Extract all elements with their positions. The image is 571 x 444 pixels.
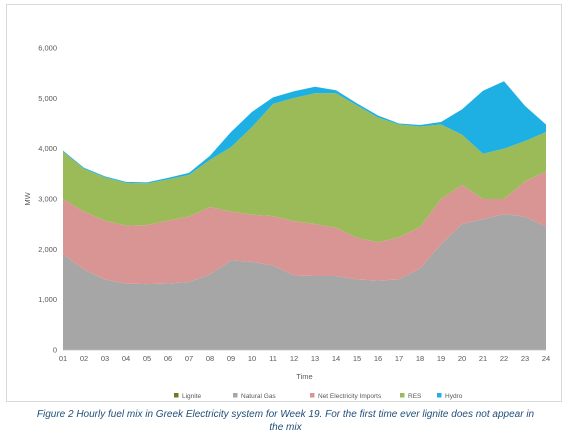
y-tick-label: 6,000 — [38, 44, 57, 53]
legend-label: Natural Gas — [241, 393, 276, 400]
x-axis-ticks: 01 02 03 04 05 06 07 08 09 10 11 12 13 14 15 16 17 18 19 20… — [59, 354, 550, 363]
figure-caption: Figure 2 Hourly fuel mix in Greek Electr… — [12, 409, 559, 434]
x-tick-label: 14 — [332, 354, 340, 363]
x-tick-label: 08 — [206, 354, 214, 363]
x-tick-label: 20 — [458, 354, 466, 363]
area-net-electricity-imports — [63, 171, 546, 285]
x-tick-label: 13 — [311, 354, 319, 363]
x-tick-label: 19 — [437, 354, 445, 363]
x-tick-label: 12 — [290, 354, 298, 363]
x-tick-label: 17 — [395, 354, 403, 363]
y-tick-label: 1,000 — [38, 295, 57, 304]
legend-item-lignite: Lignite — [174, 393, 202, 400]
legend-swatch — [310, 393, 315, 398]
x-tick-label: 15 — [353, 354, 361, 363]
y-tick-label: 4,000 — [38, 144, 57, 153]
x-tick-label: 04 — [122, 354, 130, 363]
legend-label: Net Electricity Imports — [318, 393, 382, 400]
legend-item-net-electricity-imports: Net Electricity Imports — [310, 393, 382, 400]
x-tick-label: 05 — [143, 354, 151, 363]
x-tick-label: 07 — [185, 354, 193, 363]
x-tick-label: 10 — [248, 354, 256, 363]
legend-item-res: RES — [400, 393, 422, 400]
x-tick-label: 11 — [269, 354, 277, 363]
legend-swatch — [437, 393, 442, 398]
legend-item-natural-gas: Natural Gas — [233, 393, 276, 400]
fuel-mix-chart: 0 1,000 2,000 3,000 4,000 5,000 6,000 01 02 03 04… — [23, 44, 550, 401]
legend-label: Hydro — [445, 393, 463, 400]
legend-swatch — [174, 393, 179, 398]
area-natural-gas — [63, 214, 546, 350]
x-tick-label: 03 — [101, 354, 109, 363]
x-tick-label: 01 — [59, 354, 67, 363]
y-axis-ticks: 0 1,000 2,000 3,000 4,000 5,000 6,000 — [38, 44, 57, 355]
caption-line-2: the mix — [269, 421, 302, 433]
y-tick-label: 2,000 — [38, 245, 57, 254]
x-tick-label: 18 — [416, 354, 424, 363]
legend-label: Lignite — [182, 393, 202, 400]
x-tick-label: 02 — [80, 354, 88, 363]
y-axis-title: MW — [23, 191, 32, 205]
y-tick-label: 0 — [53, 346, 57, 355]
x-tick-label: 06 — [164, 354, 172, 363]
area-res — [63, 93, 546, 243]
legend: Lignite Natural Gas Net Electricity Import… — [174, 393, 463, 400]
area-layers — [63, 81, 546, 350]
x-tick-label: 09 — [227, 354, 235, 363]
x-tick-label: 23 — [521, 354, 529, 363]
legend-swatch — [233, 393, 238, 398]
x-tick-label: 21 — [479, 354, 487, 363]
legend-label: RES — [408, 393, 422, 400]
legend-item-hydro: Hydro — [437, 393, 463, 400]
legend-swatch — [400, 393, 405, 398]
area-hydro — [63, 81, 546, 184]
x-tick-label: 16 — [374, 354, 382, 363]
x-tick-label: 24 — [542, 354, 550, 363]
y-tick-label: 3,000 — [38, 195, 57, 204]
x-tick-label: 22 — [500, 354, 508, 363]
caption-line-1: Figure 2 Hourly fuel mix in Greek Electr… — [36, 409, 535, 420]
y-tick-label: 5,000 — [38, 94, 57, 103]
x-axis-title: Time — [296, 372, 312, 381]
